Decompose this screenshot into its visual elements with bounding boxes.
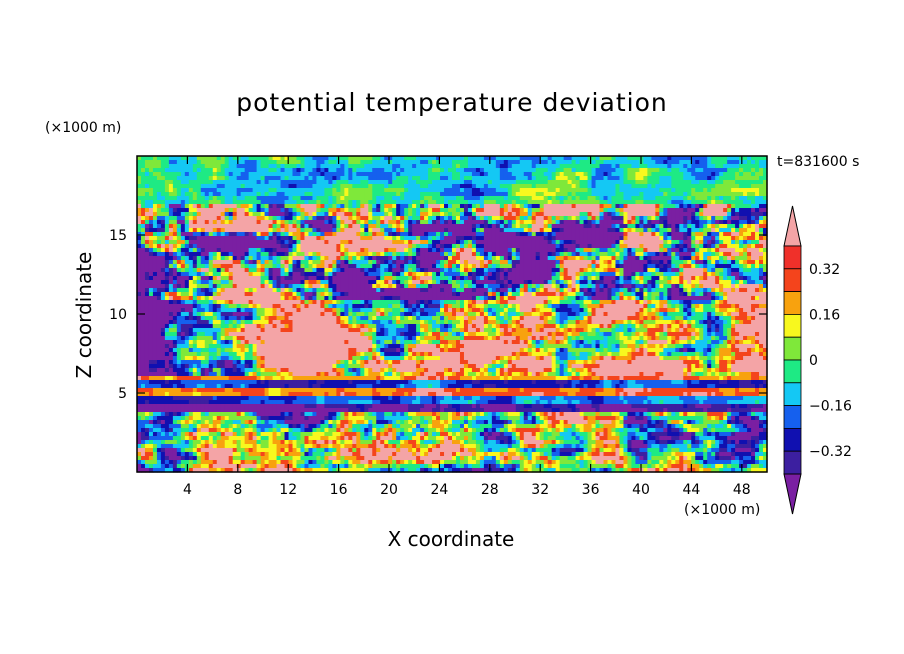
colorbar-band <box>783 427 802 452</box>
colorbar-label: 0 <box>809 353 818 369</box>
colorbar-band <box>783 313 802 338</box>
x-axis-title: X coordinate <box>387 527 515 551</box>
colorbar-top-arrow <box>783 205 802 247</box>
y-tick-label: 10 <box>109 307 127 323</box>
x-tick-label: 24 <box>430 482 448 498</box>
y-axis-unit: (×1000 m) <box>45 120 122 136</box>
x-tick-label: 32 <box>531 482 549 498</box>
colorbar-band <box>783 359 802 384</box>
colorbar-label: −0.16 <box>809 399 852 415</box>
colorbar-label: 0.16 <box>809 307 840 323</box>
x-tick-label: 4 <box>183 482 192 498</box>
colorbar: 0.32 0.16 0 −0.16 −0.32 <box>783 205 852 515</box>
x-axis: 4 8 12 16 20 24 28 32 36 40 44 48 <box>183 156 751 498</box>
colorbar-band <box>783 450 802 475</box>
x-tick-label: 40 <box>632 482 650 498</box>
x-tick-label: 8 <box>233 482 242 498</box>
x-tick-label: 16 <box>330 482 348 498</box>
x-tick-label: 12 <box>279 482 297 498</box>
colorbar-band <box>783 405 802 429</box>
x-axis-unit: (×1000 m) <box>684 502 761 518</box>
y-axis-title: Z coordinate <box>72 251 96 379</box>
colorbar-band <box>783 268 802 292</box>
colorbar-label: 0.32 <box>809 262 840 278</box>
colorbar-band <box>783 291 802 315</box>
colorbar-bottom-arrow <box>783 473 802 515</box>
contour-field <box>137 156 768 473</box>
x-tick-label: 44 <box>682 482 700 498</box>
colorbar-band <box>783 382 802 406</box>
y-axis: 5 10 15 <box>109 228 767 402</box>
y-tick-label: 5 <box>118 386 127 402</box>
x-tick-label: 28 <box>481 482 499 498</box>
x-tick-label: 20 <box>380 482 398 498</box>
y-tick-label: 15 <box>109 228 127 244</box>
colorbar-label: −0.32 <box>809 444 852 460</box>
time-label: t=831600 s <box>777 154 860 170</box>
colorbar-band <box>783 245 802 270</box>
x-tick-label: 36 <box>582 482 600 498</box>
x-tick-label: 48 <box>733 482 751 498</box>
chart-title: potential temperature deviation <box>236 88 668 117</box>
colorbar-band <box>783 336 802 361</box>
